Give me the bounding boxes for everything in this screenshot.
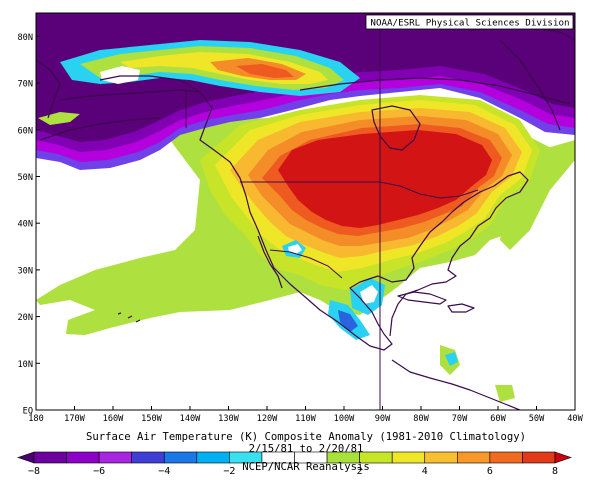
political-boundaries — [185, 90, 479, 279]
coastline-north-america — [99, 75, 529, 351]
coastline-alaska-north — [59, 89, 201, 101]
lon-label: 130W — [218, 414, 240, 424]
caribbean-cold-pocket-cyan — [445, 352, 458, 366]
lon-label: 150W — [141, 414, 163, 424]
lon-label: 160W — [103, 414, 125, 424]
colorbar-segment — [131, 451, 165, 464]
colorbar-segment — [424, 451, 458, 464]
coastline-hudson-bay — [371, 105, 421, 151]
colorbar-tick-label: 8 — [552, 466, 558, 477]
lon-label: 90W — [375, 414, 391, 424]
lesser-antilles-lightgreen-patch — [495, 385, 515, 402]
colorbar-segment — [391, 451, 426, 464]
colorbar-segment — [196, 451, 230, 464]
figure-title: Surface Air Temperature (K) Composite An… — [86, 431, 526, 443]
colorbar-segment — [489, 451, 523, 464]
colorbar-tick-label: −8 — [28, 466, 40, 477]
coastline-hawaii — [117, 312, 141, 323]
gulf-cold-pocket-white — [360, 285, 378, 304]
lat-label: 10N — [17, 360, 33, 370]
lat-label: 50N — [17, 173, 33, 183]
border-us-mexico — [269, 249, 343, 279]
colorbar-tick-label: −4 — [158, 466, 170, 477]
coastline-south-america — [391, 359, 521, 410]
lat-label: 30N — [17, 266, 33, 276]
lon-label: 50W — [529, 414, 545, 424]
anomaly-field — [36, 13, 575, 410]
lon-label: 80W — [413, 414, 429, 424]
credit-box-background — [365, 14, 574, 30]
coastline-russian-far-east — [36, 59, 61, 119]
border-us-canada — [240, 181, 479, 199]
colorbar-tick-label: 4 — [422, 466, 428, 477]
colorbar — [17, 451, 572, 464]
lon-label: 40W — [567, 414, 583, 424]
colorbar-segment — [66, 451, 100, 464]
colorbar-tick-label: −6 — [93, 466, 105, 477]
warm-core-red — [278, 130, 492, 228]
coastline-hispaniola — [447, 303, 475, 313]
bering-neutral-hole — [100, 66, 140, 84]
lat-label: 20N — [17, 313, 33, 323]
southwest-cold-pocket-white — [288, 244, 302, 254]
lon-label: 70W — [452, 414, 468, 424]
lon-label: 60W — [490, 414, 506, 424]
colorbar-tick-label: −2 — [223, 466, 235, 477]
coastline-arctic-archipelago — [299, 77, 571, 105]
coastline-baja — [257, 235, 283, 289]
colorbar-low-end — [17, 451, 35, 464]
credit-box: NOAA/ESRL Physical Sciences Division — [365, 14, 574, 30]
alaska-warm-ribbon-red — [236, 64, 294, 78]
figure-source: NCEP/NCAR Reanalysis — [242, 461, 370, 473]
lat-label: 60N — [17, 126, 33, 136]
lon-label: 170W — [64, 414, 86, 424]
lon-label: 120W — [257, 414, 279, 424]
longitude-labels: 180 170W 160W 150W 140W 130W 120W 110W 100W 90W 80… — [28, 406, 584, 424]
lon-label: 110W — [295, 414, 317, 424]
colorbar-segment — [522, 451, 556, 464]
lat-label: 80N — [17, 33, 33, 43]
colorbar-high-end — [554, 451, 572, 464]
colorbar-segment — [33, 451, 67, 464]
lon-label: 180 — [28, 414, 44, 424]
coastline-greenland-west — [499, 39, 561, 131]
lon-label: 140W — [180, 414, 202, 424]
colorbar-tick-label: 6 — [487, 466, 493, 477]
colorbar-segment — [457, 451, 491, 464]
coastline-cuba — [397, 291, 447, 305]
colorbar-segment — [163, 451, 198, 464]
colorbar-tick-label: 2 — [357, 466, 363, 477]
credit-text: NOAA/ESRL Physical Sciences Division — [370, 18, 569, 29]
latitude-labels: 80N 70N 60N 50N 40N 30N 20N 10N EQ — [17, 33, 40, 417]
colorbar-tick-labels: −8 −6 −4 −2 2 4 6 8 — [28, 466, 558, 477]
colorbar-segment — [98, 451, 132, 464]
lat-label: 40N — [17, 220, 33, 230]
lat-label: 70N — [17, 80, 33, 90]
coastline-aleutians — [39, 117, 161, 141]
lat-label: EQ — [23, 407, 33, 417]
mexico-cold-pocket-blue — [338, 310, 358, 332]
lon-label: 100W — [334, 414, 356, 424]
